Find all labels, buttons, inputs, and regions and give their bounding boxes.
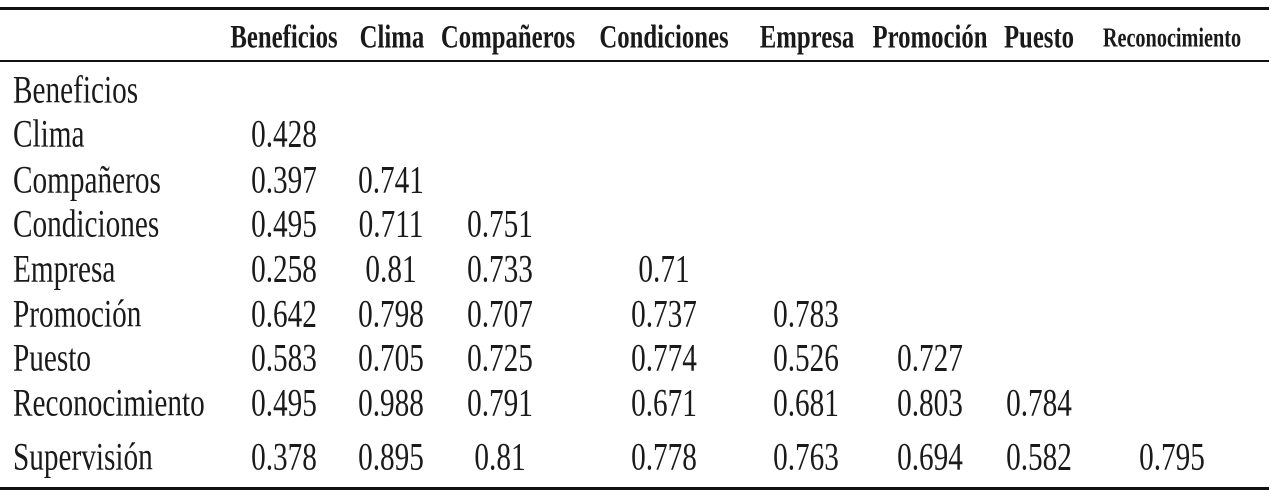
table-cell: 0.774	[631, 336, 697, 380]
table-cell: 0.705	[358, 336, 424, 380]
row-label: Compañeros	[13, 158, 161, 202]
row-label: Promoción	[13, 292, 142, 336]
table-cell: 0.727	[897, 336, 963, 380]
table-cell: 0.378	[251, 435, 317, 479]
row-label: Clima	[13, 112, 85, 156]
table-cell: 0.737	[631, 292, 697, 336]
table-cell: 0.583	[251, 336, 317, 380]
table-cell: 0.397	[251, 158, 317, 202]
table-cell: 0.798	[358, 292, 424, 336]
table-cell: 0.988	[358, 381, 424, 425]
column-header-empresa: Empresa	[759, 19, 855, 56]
row-label: Condiciones	[13, 202, 160, 246]
row-label: Beneficios	[13, 68, 139, 112]
table-cell: 0.778	[631, 435, 697, 479]
table-cell: 0.582	[1006, 435, 1072, 479]
table-cell: 0.671	[631, 381, 697, 425]
column-header-beneficios: Beneficios	[230, 19, 338, 56]
table-cell: 0.707	[467, 292, 533, 336]
table-cell: 0.895	[358, 435, 424, 479]
table-cell: 0.495	[251, 381, 317, 425]
table-cell: 0.795	[1139, 435, 1205, 479]
table-cell: 0.784	[1006, 381, 1072, 425]
row-label: Supervisión	[13, 435, 153, 479]
table-cell: 0.791	[467, 381, 533, 425]
table-top-rule	[0, 7, 1269, 10]
table-cell: 0.526	[773, 336, 839, 380]
column-header-condiciones: Condiciones	[599, 19, 729, 56]
table-cell: 0.258	[251, 247, 317, 291]
row-label: Reconocimiento	[13, 381, 205, 425]
table-cell: 0.694	[897, 435, 963, 479]
table-cell: 0.711	[358, 202, 424, 246]
column-header-reconocimiento: Reconocimiento	[1102, 22, 1242, 53]
table-header-rule	[0, 60, 1269, 62]
table-cell: 0.803	[897, 381, 963, 425]
table-cell: 0.428	[251, 112, 317, 156]
table-cell: 0.733	[467, 247, 533, 291]
table-cell: 0.725	[467, 336, 533, 380]
table-cell: 0.741	[358, 158, 424, 202]
column-header-promocion: Promoción	[872, 19, 988, 56]
row-label: Puesto	[13, 336, 92, 380]
column-header-companeros: Compañeros	[440, 19, 576, 56]
table-cell: 0.81	[474, 435, 526, 479]
table-cell: 0.495	[251, 202, 317, 246]
table-bottom-rule	[0, 487, 1269, 490]
column-header-clima: Clima	[359, 19, 425, 56]
row-label: Empresa	[13, 247, 116, 291]
table-cell: 0.71	[638, 247, 690, 291]
table-cell: 0.751	[467, 202, 533, 246]
table-cell: 0.783	[773, 292, 839, 336]
column-header-puesto: Puesto	[1003, 19, 1075, 56]
table-cell: 0.681	[773, 381, 839, 425]
table-cell: 0.763	[773, 435, 839, 479]
table-cell: 0.81	[365, 247, 417, 291]
table-cell: 0.642	[251, 292, 317, 336]
